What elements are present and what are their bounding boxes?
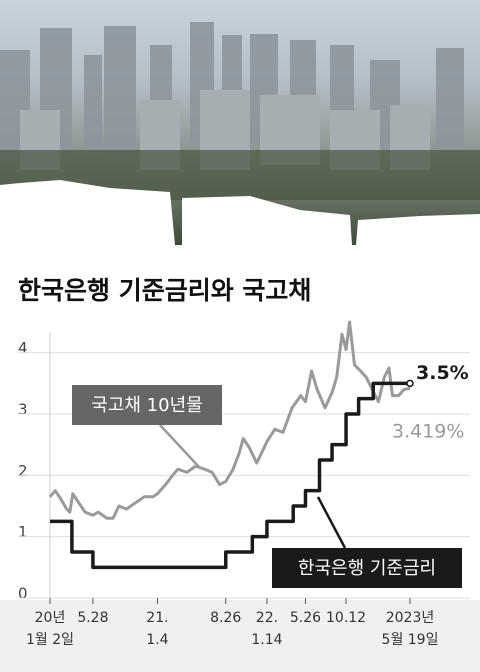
series-line [50, 381, 410, 570]
axis-band [0, 600, 480, 672]
callout-pointer [316, 496, 347, 549]
callout-box [272, 548, 462, 588]
grid: 0 1 2 3 4 20년 1월 2일5.28 21. 1.4 8.26 22. 1.14 5.26 10… [18, 332, 470, 648]
x-tick-label: 1.14 [251, 632, 282, 648]
series-line [48, 320, 411, 520]
legend-label: 국고채 10년물 [91, 395, 202, 416]
callout-box [72, 385, 222, 425]
legend-label: 한국은행 기준금리 [298, 558, 436, 579]
x-tick-label: 20년 [35, 610, 66, 626]
y-tick-label: 2 [18, 462, 28, 480]
x-tick-label: 5.28 [77, 610, 108, 626]
callout-pointer [159, 424, 201, 469]
x-tick-label: 22. [256, 610, 278, 626]
y-tick-label: 3 [18, 401, 28, 419]
x-tick-label: 21. [146, 610, 168, 626]
x-tick-label: 1월 2일 [26, 632, 74, 648]
x-tick-label: 2023년 [386, 610, 435, 626]
y-tick-label: 1 [18, 523, 28, 541]
x-tick-label: 5월 19일 [382, 632, 439, 648]
photo [0, 0, 480, 245]
series [48, 320, 414, 570]
chart-title: 한국은행 기준금리와 국고채 [18, 276, 311, 305]
y-tick-label: 4 [18, 339, 28, 357]
end-label: 3.419% [392, 421, 464, 443]
y-tick-label: 0 [18, 585, 28, 603]
end-label: 3.5% [416, 362, 469, 384]
x-tick-label: 5.26 [290, 610, 321, 626]
x-tick-label: 8.26 [210, 610, 241, 626]
end-point [406, 379, 414, 388]
x-tick-label: 10.12 [326, 610, 366, 626]
x-tick-label: 1.4 [146, 632, 168, 648]
